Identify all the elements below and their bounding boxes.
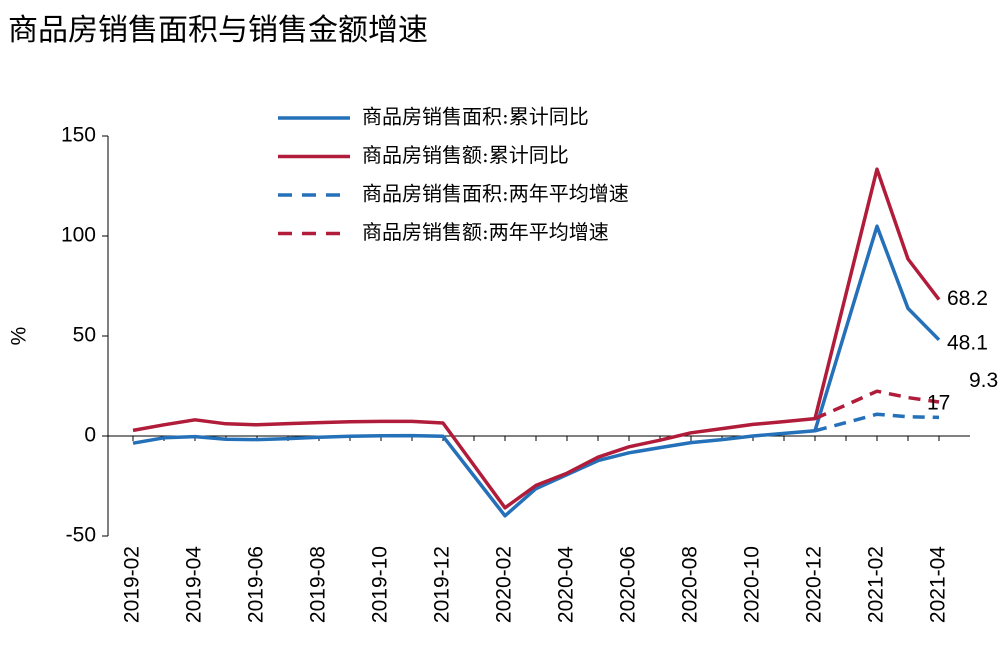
y-tick-label: 50	[73, 324, 96, 347]
x-tick-label: 2020-08	[679, 546, 702, 623]
series-line	[132, 224, 941, 518]
series-line	[132, 167, 941, 510]
x-tick-label: 2020-02	[493, 546, 516, 623]
legend-label: 商品房销售额:两年平均增速	[362, 220, 609, 244]
x-tick-label: 2020-12	[803, 546, 826, 623]
series-line	[814, 389, 940, 421]
x-tick-label: 2019-12	[431, 546, 454, 623]
y-tick-label: -50	[66, 524, 96, 547]
chart-title: 商品房销售面积与销售金额增速	[8, 13, 428, 48]
x-tick-label: 2019-06	[245, 546, 268, 623]
data-label: 9.3	[969, 369, 998, 392]
series-line	[814, 412, 940, 433]
y-tick-label: 150	[61, 124, 96, 147]
data-label: 68.2	[947, 287, 988, 310]
x-tick-label: 2019-02	[121, 546, 144, 623]
data-label: 48.1	[947, 331, 988, 354]
x-tick-label: 2020-06	[617, 546, 640, 623]
y-tick-label: 0	[84, 424, 96, 447]
x-tick-label: 2019-10	[369, 546, 392, 623]
x-tick-label: 2019-04	[183, 546, 206, 623]
x-tick-label: 2019-08	[307, 546, 330, 623]
data-label: 17	[927, 392, 950, 415]
y-axis-label: %	[8, 327, 31, 346]
x-tick-label: 2020-10	[741, 546, 764, 623]
legend-label: 商品房销售额:累计同比	[362, 143, 569, 167]
legend-label: 商品房销售面积:累计同比	[362, 105, 589, 129]
x-tick-label: 2021-04	[927, 546, 950, 623]
x-tick-label: 2020-04	[555, 546, 578, 623]
legend-label: 商品房销售面积:两年平均增速	[362, 182, 629, 206]
y-tick-label: 100	[61, 224, 96, 247]
x-tick-label: 2021-02	[865, 546, 888, 623]
